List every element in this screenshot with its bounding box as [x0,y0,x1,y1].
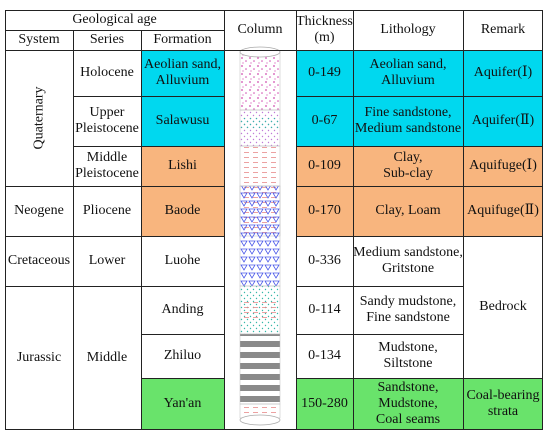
lithology-cell: Sandstone, Mudstone, Coal seams [375,380,441,427]
system-cretaceous: Cretaceous [7,253,71,268]
lithology-cell: Mudstone, Siltstone [378,340,438,371]
series-pliocene: Pliocene [82,203,132,218]
formation-cell: Baode [164,203,201,218]
series-upper-pleistocene: Upper Pleistocene [75,105,139,136]
thickness-cell: 0-170 [308,203,341,218]
remark-cell: Aquifer(Ⅰ) [473,65,533,80]
lithology-cell: Medium sandstone, Gritstone [353,245,463,276]
thickness-cell: 150-280 [301,396,348,411]
formation-cell: Zhiluo [163,348,202,363]
formation-cell: Anding [161,302,204,317]
series-middle: Middle [86,350,128,365]
grid-h-r7-left [141,378,224,379]
grid-h-r2-right [296,146,543,147]
grid-h-r6-left [141,334,224,335]
grid-header-bottom [5,50,543,51]
formation-cell: Luohe [164,253,201,268]
column-layer-lishi [239,145,281,187]
bg-right-row3 [296,146,543,236]
column-top-cap [239,46,281,58]
lithology-cell: Clay, Loam [375,203,441,218]
bg-formation-row3 [141,146,224,236]
grid-h-r4-left [5,236,224,237]
lithology-cell: Aeolian sand, Alluvium [369,57,447,88]
grid-outer-bottom [5,429,543,430]
thickness-cell: 0-109 [308,158,341,173]
bg-formation-row8 [141,378,224,430]
thickness-cell: 0-134 [308,348,341,363]
remark-cell: Aquifuge(Ⅱ) [467,203,539,218]
grid-v-lithology [463,10,464,430]
column-layers [239,46,281,426]
header-remark: Remark [480,22,526,37]
system-jurassic: Jurassic [16,350,62,365]
grid-v-column [296,10,297,430]
lithology-cell: Sandy mudstone, Fine sandstone [359,294,457,325]
remark-cell: Aquifuge(Ⅰ) [469,158,537,173]
grid-h-r5-left [5,286,224,287]
column-layer-zhiluo [239,333,281,405]
bg-right-row8 [296,378,543,430]
grid-outer-right [542,10,543,430]
thickness-cell: 0-67 [311,113,338,128]
series-lower: Lower [88,253,126,268]
formation-cell: Aeolian sand, Alluvium [144,57,221,88]
grid-h-r5-right [296,286,463,287]
lithology-cell: Fine sandstone, Medium sandstone [354,105,462,136]
column-layer-aeolian [239,51,281,111]
grid-outer-top [5,10,543,11]
system-quaternary: Quaternary [31,86,46,150]
remark-cell: Aquifer(Ⅱ) [471,113,535,128]
header-series: Series [89,32,125,47]
series-holocene: Holocene [80,65,134,80]
bg-right-row1 [296,50,543,146]
grid-h-r1-right [296,96,543,97]
grid-v-series [141,30,142,430]
grid-outer-left [5,10,6,430]
series-middle-pleistocene: Middle Pleistocene [75,150,139,181]
grid-v-formation [224,10,225,430]
grid-header-split [5,30,224,31]
system-neogene: Neogene [14,203,64,218]
column-layer-luohe [239,185,281,287]
header-thickness: Thickness (m) [296,14,353,45]
formation-cell: Yan'an [163,396,202,411]
grid-v-system [73,30,74,430]
grid-h-r6-right [296,334,463,335]
header-lithology: Lithology [380,22,436,37]
grid-h-r1-left [73,96,224,97]
column-layer-anding-dash [240,300,280,320]
remark-cell: Coal-bearing strata [466,388,540,419]
column-bottom-cap [239,414,281,426]
header-column: Column [237,22,283,37]
remark-bedrock: Bedrock [479,299,527,314]
header-system: System [18,32,60,47]
grid-h-r7-right [296,378,543,379]
grid-h-r3-right [296,186,543,187]
column-layer-salawusu-fine [240,118,280,128]
grid-v-thickness [353,10,354,430]
thickness-cell: 0-336 [308,253,341,268]
lithology-cell: Clay, Sub-clay [383,150,433,181]
grid-h-r2-left [73,146,224,147]
grid-h-r3-left [5,186,224,187]
header-geological-age: Geological age [72,12,157,27]
grid-h-r4-right [296,236,543,237]
formation-cell: Lishi [168,158,197,173]
bg-formation-row1 [141,50,224,146]
header-formation: Formation [153,32,212,47]
formation-cell: Salawusu [155,113,210,128]
thickness-cell: 0-114 [308,302,341,317]
thickness-cell: 0-149 [308,65,341,80]
